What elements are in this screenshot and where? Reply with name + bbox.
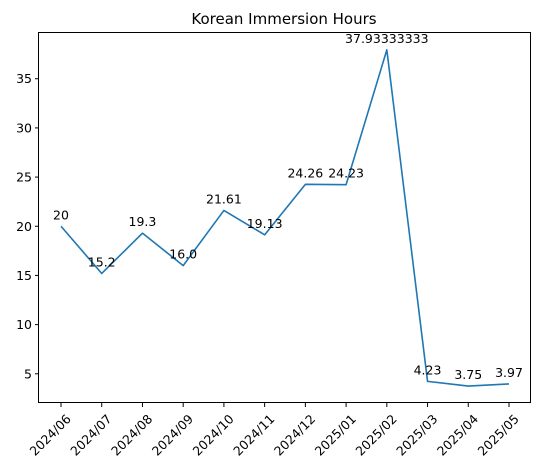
data-label: 15.2	[88, 254, 116, 269]
x-tick-label: 2024/06	[27, 411, 74, 458]
x-tick-label: 2024/11	[230, 411, 277, 458]
data-labels: 20 15.2 19.3 16.0 21.61 19.13 24.26 24.23 37.933…	[53, 31, 523, 382]
data-label: 24.23	[328, 166, 364, 181]
y-tick-label: 25	[16, 170, 32, 185]
chart-title: Korean Immersion Hours	[191, 10, 376, 28]
x-tick-label: 2024/07	[67, 411, 114, 458]
y-tick-label: 30	[16, 120, 32, 135]
series-line	[60, 49, 510, 387]
x-tick-label: 2024/08	[108, 411, 155, 458]
x-tick-label: 2025/03	[393, 411, 440, 458]
x-tick-label: 2025/01	[312, 411, 359, 458]
y-axis: 5 10 15 20 25 30 35	[16, 71, 39, 381]
data-label: 3.75	[454, 367, 482, 382]
x-axis: 2024/062024/072024/082024/092024/102024/…	[27, 403, 522, 459]
x-tick-label: 2025/05	[475, 411, 522, 458]
y-tick-label: 5	[24, 366, 32, 381]
data-label: 19.3	[129, 214, 157, 229]
series-layer	[60, 49, 510, 387]
data-label: 24.26	[287, 165, 323, 180]
x-tick-label: 2024/12	[271, 411, 318, 458]
data-label: 3.97	[495, 365, 523, 380]
x-tick-label: 2025/04	[434, 411, 481, 458]
x-tick-label: 2025/02	[352, 411, 399, 458]
data-label: 20	[53, 207, 69, 222]
data-label: 37.93333333	[345, 31, 429, 46]
y-tick-label: 20	[16, 219, 32, 234]
x-tick-label: 2024/10	[189, 411, 236, 458]
x-tick-label: 2024/09	[149, 411, 196, 458]
data-label: 16.0	[169, 247, 197, 262]
data-label: 4.23	[414, 362, 442, 377]
plot-area-frame	[38, 32, 531, 403]
data-label: 19.13	[247, 216, 283, 231]
y-tick-label: 15	[16, 268, 32, 283]
y-tick-label: 35	[16, 71, 32, 86]
data-label: 21.61	[206, 191, 242, 206]
y-tick-label: 10	[16, 317, 32, 332]
